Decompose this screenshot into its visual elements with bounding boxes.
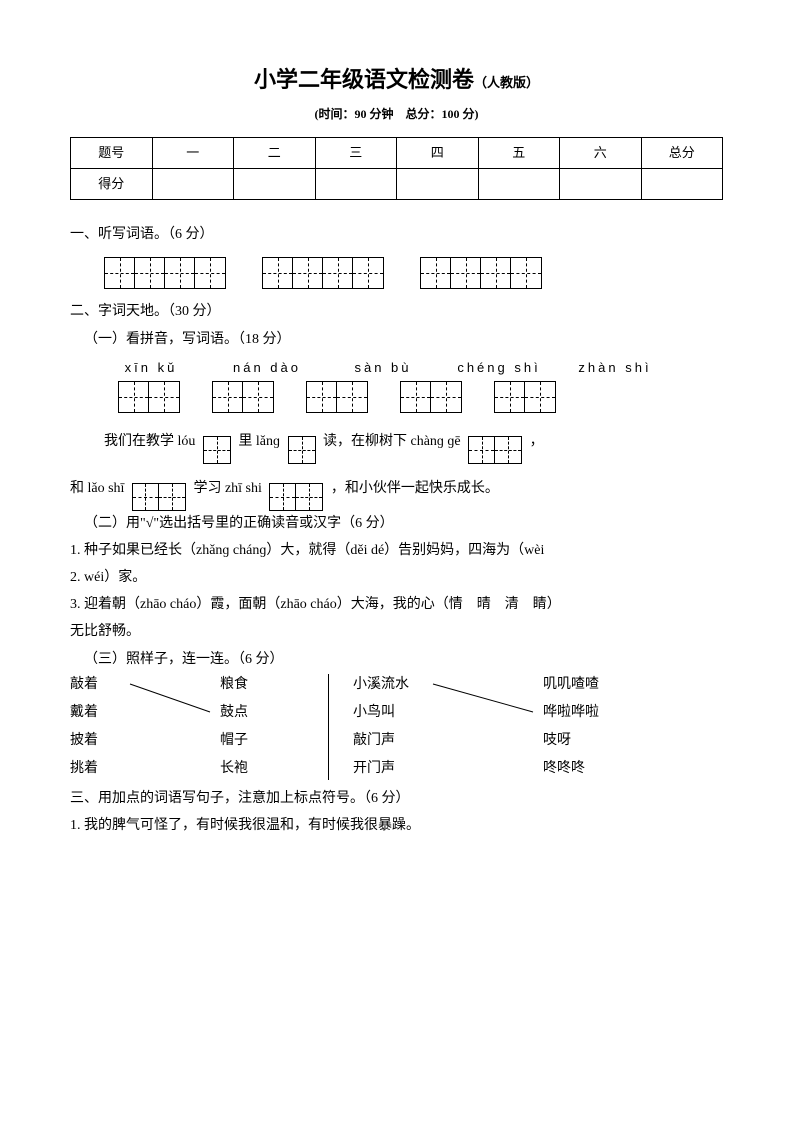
q2-2-line1: 1. 种子如果已经长（zhǎnɡ chánɡ）大，就得（děi dé）告别妈妈，… [70,538,723,563]
writing-box[interactable] [494,381,556,413]
writing-box[interactable] [212,381,274,413]
match-item: 哗啦哗啦 [543,702,643,724]
divider [310,674,329,780]
question-2-3: （三）照样子，连一连。（6 分） [84,647,723,672]
match-item: 咚咚咚 [543,758,643,780]
score-header: 四 [397,138,479,169]
q2-2-line2: 2. wéi）家。 [70,565,723,590]
match-item: 敲着 [70,674,150,696]
match-item: 小溪流水 [353,674,473,696]
match-col-2: 粮食 鼓点 帽子 长袍 [220,674,310,780]
score-header: 六 [560,138,642,169]
match-item: 鼓点 [220,702,310,724]
match-line-right [473,674,543,780]
score-cell[interactable] [315,169,397,200]
text-part: 里 lǎnɡ [238,434,280,449]
score-cell[interactable] [152,169,234,200]
match-item: 帽子 [220,730,310,752]
question-3: 三、用加点的词语写句子，注意加上标点符号。（6 分） [70,786,723,811]
title-sub: （人教版） [474,75,539,90]
score-header: 一 [152,138,234,169]
match-line-left [150,674,220,780]
writing-box[interactable] [288,436,316,464]
score-cell[interactable] [641,169,723,200]
text-part: ， [530,434,544,449]
score-header: 三 [315,138,397,169]
match-item: 长袍 [220,758,310,780]
pinyin-row: xīn kǔ nán dào sàn bù chénɡ shì zhàn shì [106,356,723,379]
q2-2-line3b: 无比舒畅。 [70,619,723,644]
page-title: 小学二年级语文检测卷（人教版） [70,60,723,100]
match-item: 披着 [70,730,150,752]
pinyin-label: xīn kǔ [106,356,196,379]
title-main: 小学二年级语文检测卷 [254,67,474,92]
match-item: 小鸟叫 [353,702,473,724]
subtitle: (时间：90 分钟 总分：100 分) [70,104,723,126]
score-label: 得分 [71,169,153,200]
writing-box[interactable] [400,381,462,413]
match-col-1: 敲着 戴着 披着 挑着 [70,674,150,780]
writing-box[interactable] [104,257,226,289]
pinyin-label: sàn bù [338,356,428,379]
sentence-line-1: 我们在教学 lóu 里 lǎnɡ 读，在柳树下 chànɡ ɡē ， [104,427,723,458]
writing-box[interactable] [420,257,542,289]
writing-box[interactable] [306,381,368,413]
pinyin-label: nán dào [222,356,312,379]
match-item: 粮食 [220,674,310,696]
sentence-line-2: 和 lǎo shī 学习 zhī shi ，和小伙伴一起快乐成长。 [70,474,723,505]
match-item: 开门声 [353,758,473,780]
score-header: 二 [234,138,316,169]
question-2-2: （二）用"√"选出括号里的正确读音或汉字（6 分） [84,511,723,536]
writing-box-row [104,257,723,289]
q3-line1: 1. 我的脾气可怪了，有时候我很温和，有时候我很暴躁。 [70,813,723,838]
score-cell[interactable] [397,169,479,200]
question-2: 二、字词天地。（30 分） [70,299,723,324]
q2-2-line3: 3. 迎着朝（zhāo cháo）霞，面朝（zhāo cháo）大海，我的心（情… [70,592,723,617]
match-item: 挑着 [70,758,150,780]
writing-box[interactable] [468,436,522,464]
writing-box[interactable] [203,436,231,464]
text-part: ，和小伙伴一起快乐成长。 [331,481,499,496]
score-cell[interactable] [560,169,642,200]
text-part: 学习 zhī shi [193,481,261,496]
writing-box[interactable] [118,381,180,413]
writing-box-row [118,381,723,413]
score-cell[interactable] [234,169,316,200]
table-row: 得分 [71,169,723,200]
match-item: 叽叽喳喳 [543,674,643,696]
text-part: 读，在柳树下 chànɡ ɡē [323,434,461,449]
writing-box[interactable] [262,257,384,289]
text-part: 和 lǎo shī [70,481,124,496]
score-header: 题号 [71,138,153,169]
question-1: 一、听写词语。（6 分） [70,222,723,247]
writing-box[interactable] [132,483,186,511]
table-row: 题号 一 二 三 四 五 六 总分 [71,138,723,169]
match-col-4: 叽叽喳喳 哗啦哗啦 吱呀 咚咚咚 [543,674,643,780]
score-cell[interactable] [478,169,560,200]
question-2-1: （一）看拼音，写词语。（18 分） [84,327,723,352]
text-part: 我们在教学 lóu [104,434,195,449]
writing-box[interactable] [269,483,323,511]
score-table: 题号 一 二 三 四 五 六 总分 得分 [70,137,723,200]
match-item: 敲门声 [353,730,473,752]
score-header: 五 [478,138,560,169]
pinyin-label: chénɡ shì [454,356,544,379]
matching-exercise: 敲着 戴着 披着 挑着 粮食 鼓点 帽子 长袍 小溪流水 小鸟叫 敲门声 开门声… [70,674,723,780]
pinyin-label: zhàn shì [570,356,660,379]
match-item: 吱呀 [543,730,643,752]
score-header: 总分 [641,138,723,169]
match-item: 戴着 [70,702,150,724]
